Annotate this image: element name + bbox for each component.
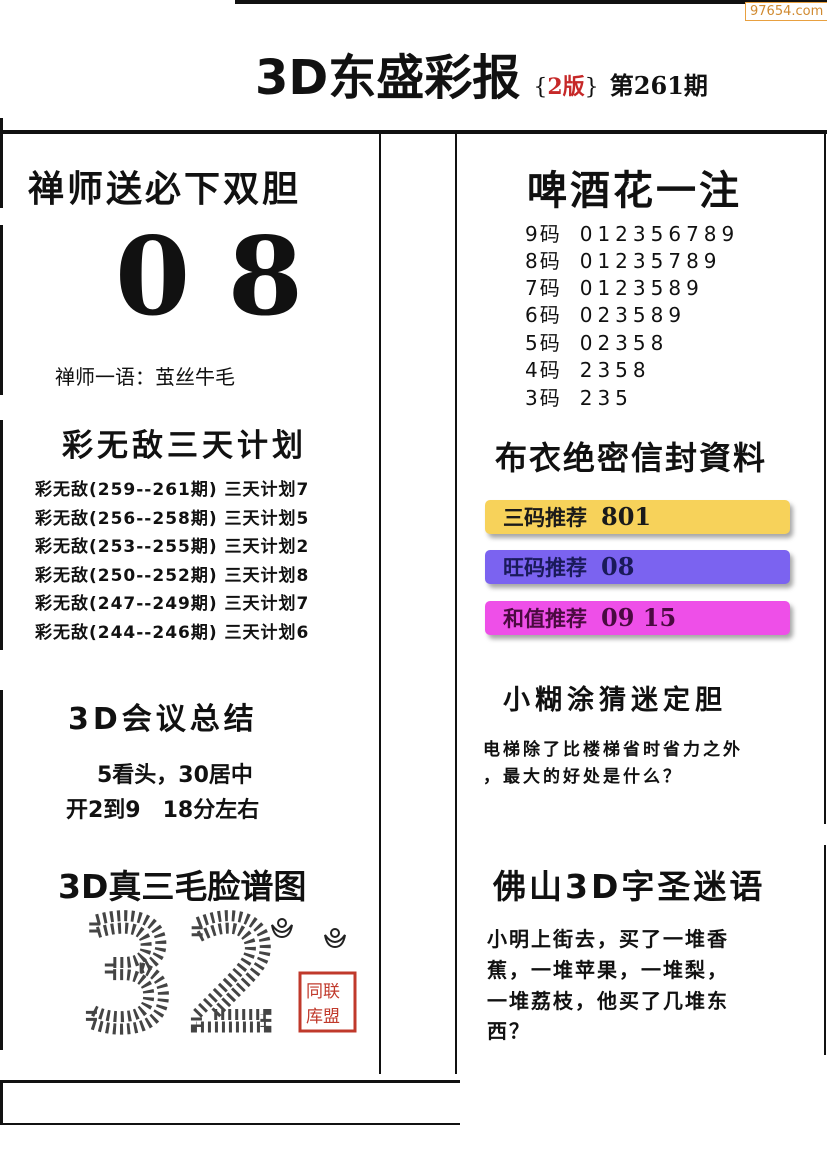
beer-row: 4码 2358 [525,354,651,383]
bottom-rule [0,1080,460,1083]
masthead-title: 3D东盛彩报 [255,50,521,106]
meeting-title: 3D会议总结 [68,702,258,737]
plan-row: 彩无敌(259--261期) 三天计划7 [35,480,310,500]
svg-text:库盟: 库盟 [306,1007,340,1027]
envelope-title: 布衣绝密信封資料 [495,439,768,477]
edition-brace-open: { [533,75,548,100]
bottom-box-bottom [0,1123,460,1125]
plan-row: 彩无敌(250--252期) 三天计划8 [35,566,310,586]
riddle2-line: 一堆荔枝，他买了几堆东 [487,989,729,1013]
beer-row-value: 023589 [579,303,687,327]
beer-title: 啤酒花一注 [527,168,742,214]
beer-row-value: 235 [579,386,633,410]
masthead: 3D东盛彩报 {2版} 第261期 [255,38,708,108]
riddle2-title: 佛山3D字圣迷语 [493,867,766,906]
bar-value: 09 15 [601,603,677,632]
bar-label: 三码推荐 [503,505,587,530]
riddle1-line-1: 电梯除了比楼梯省时省力之外 [483,740,743,760]
double-gall-title: 禅师送必下双胆 [28,169,302,210]
beer-row-label: 6码 [525,303,562,327]
beer-row: 6码 023589 [525,299,686,328]
bar-value: 08 [601,552,635,581]
plan-row: 彩无敌(244--246期) 三天计划6 [35,623,310,643]
beer-row-value: 02358 [579,331,669,355]
face-chart-title: 3D真三毛脸谱图 [58,867,307,906]
edition-brace-close: } [584,75,599,100]
beer-row-label: 8码 [525,249,562,273]
beer-row: 8码 01235789 [525,245,722,274]
left-col-divider [379,134,381,1074]
bar-label: 旺码推荐 [503,555,587,580]
beer-row-value: 0123589 [579,276,704,300]
right-border-2 [824,845,826,1055]
beer-row: 3码 235 [525,382,633,411]
beer-row: 7码 0123589 [525,272,704,301]
meeting-line-2: 开2到9 18分左右 [66,798,260,823]
issue-number: 第261期 [609,71,708,100]
left-border-2 [0,225,3,395]
beer-row-value: 012356789 [579,222,740,246]
mid-divider [455,134,457,1074]
bar-label: 和值推荐 [503,606,587,631]
riddle1-line-2: ，最大的好处是什么？ [483,767,683,787]
stamp-seal: 同联 库盟 [298,971,357,1033]
beer-row: 5码 02358 [525,327,668,356]
double-gall-numbers: 0 8 [115,214,303,340]
bar-value: 801 [601,502,652,531]
beer-row-label: 7码 [525,276,562,300]
face-chart-figure: 32 同联 库盟 [75,905,357,1035]
left-border-3 [0,420,3,650]
bar-three-code: 三码推荐 801 [485,500,790,534]
bar-hot-code: 旺码推荐 08 [485,550,790,584]
top-rule [235,0,827,4]
riddle2-line: 蕉，一堆苹果，一堆梨， [487,958,729,982]
riddle2-line: 西？ [487,1019,531,1043]
riddle1-title: 小糊涂猜迷定胆 [503,685,727,716]
plan-row: 彩无敌(253--255期) 三天计划2 [35,537,310,557]
header-rule [0,130,827,134]
right-border [824,134,826,824]
beer-row-label: 4码 [525,358,562,382]
riddle2-line: 小明上街去，买了一堆香 [487,927,729,951]
beer-row: 9码 012356789 [525,218,739,247]
beer-row-label: 3码 [525,386,562,410]
ingot-icon [271,918,346,949]
beer-row-label: 5码 [525,331,562,355]
plan-row: 彩无敌(247--249期) 三天计划7 [35,594,310,614]
meeting-line-1: 5看头，30居中 [97,763,253,788]
bottom-box-left [0,1080,3,1125]
left-border-4 [0,690,3,1050]
watermark: 97654.com [745,2,827,21]
svg-text:同联: 同联 [306,982,340,1002]
left-border [0,118,3,208]
beer-row-value: 2358 [579,358,651,382]
plan-title: 彩无敌三天计划 [62,428,307,464]
plan-row: 彩无敌(256--258期) 三天计划5 [35,509,310,529]
dotted-figure-32: 32 [80,905,291,1035]
edition: 2版 [547,74,585,100]
beer-row-value: 01235789 [579,249,722,273]
beer-row-label: 9码 [525,222,562,246]
master-saying: 禅师一语：茧丝牛毛 [55,365,235,389]
bar-sum-value: 和值推荐 09 15 [485,601,790,635]
